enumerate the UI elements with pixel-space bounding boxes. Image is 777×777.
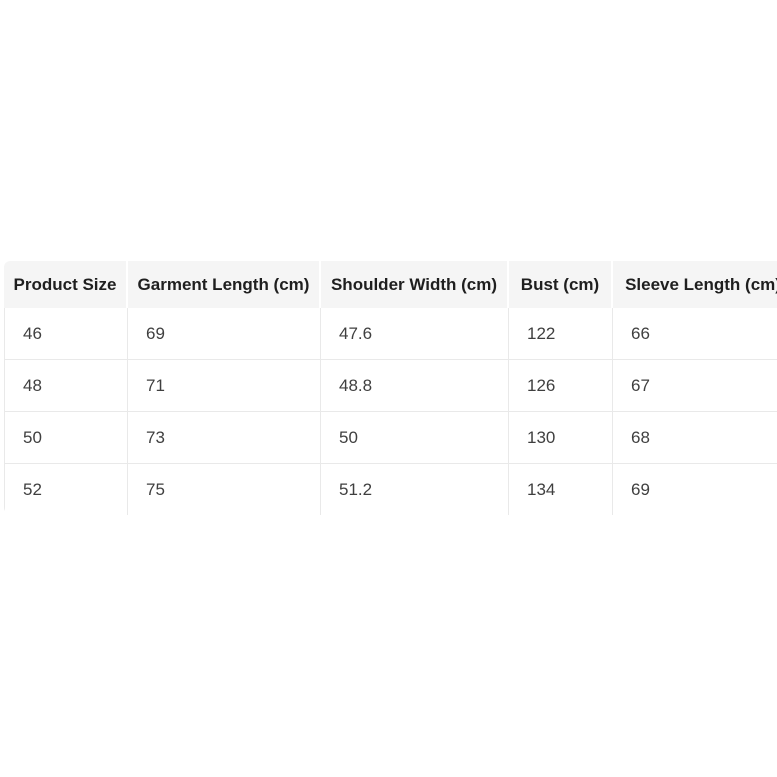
column-header-sleeve-length: Sleeve Length (cm): [613, 261, 777, 308]
table-cell: 71: [128, 360, 321, 412]
table-cell: 73: [128, 412, 321, 464]
size-chart-header: Product Size Garment Length (cm) Shoulde…: [4, 261, 777, 308]
table-cell: 47.6: [321, 308, 509, 360]
table-cell: 130: [509, 412, 613, 464]
table-cell: 50: [321, 412, 509, 464]
size-chart-table: Product Size Garment Length (cm) Shoulde…: [4, 261, 777, 515]
table-cell: 134: [509, 464, 613, 515]
column-header-product-size: Product Size: [4, 261, 128, 308]
table-row-size-52: 52 75 51.2 134 69: [4, 464, 777, 515]
table-cell: 52: [4, 464, 128, 515]
table-cell: 48: [4, 360, 128, 412]
table-cell: 46: [4, 308, 128, 360]
table-cell: 69: [613, 464, 777, 515]
column-header-bust: Bust (cm): [509, 261, 613, 308]
table-row-size-50: 50 73 50 130 68: [4, 412, 777, 464]
size-chart-container: Product Size Garment Length (cm) Shoulde…: [4, 261, 777, 515]
table-cell: 51.2: [321, 464, 509, 515]
table-cell: 68: [613, 412, 777, 464]
table-row-size-48: 48 71 48.8 126 67: [4, 360, 777, 412]
size-chart-body: 46 69 47.6 122 66 48 71 48.8 126 67 50 7…: [4, 308, 777, 515]
column-header-shoulder-width: Shoulder Width (cm): [321, 261, 509, 308]
table-cell: 75: [128, 464, 321, 515]
table-cell: 50: [4, 412, 128, 464]
table-cell: 69: [128, 308, 321, 360]
table-row-size-46: 46 69 47.6 122 66: [4, 308, 777, 360]
column-header-garment-length: Garment Length (cm): [128, 261, 321, 308]
header-row: Product Size Garment Length (cm) Shoulde…: [4, 261, 777, 308]
table-cell: 48.8: [321, 360, 509, 412]
table-cell: 122: [509, 308, 613, 360]
table-cell: 66: [613, 308, 777, 360]
table-cell: 126: [509, 360, 613, 412]
table-cell: 67: [613, 360, 777, 412]
